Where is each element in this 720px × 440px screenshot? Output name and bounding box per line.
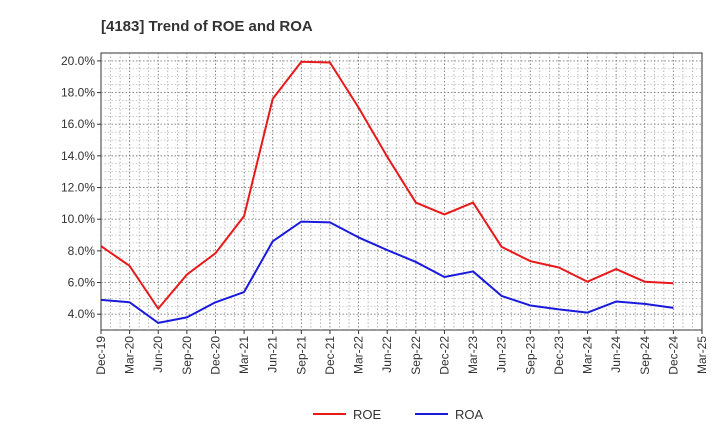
x-tick-label: Dec-19 — [94, 336, 108, 375]
x-tick-label: Dec-21 — [323, 336, 337, 375]
x-tick-label: Dec-24 — [666, 336, 680, 375]
series-line-roe — [100, 60, 674, 310]
legend: ROE ROA — [313, 407, 484, 422]
x-tick-label: Mar-22 — [352, 336, 366, 374]
x-tick-label: Jun-22 — [380, 336, 394, 373]
x-tick-label: Sep-23 — [523, 336, 537, 375]
legend-label-roe: ROE — [353, 407, 382, 422]
horizontal-gridlines — [101, 60, 702, 315]
x-tick-label: Mar-21 — [237, 336, 251, 374]
y-tick-label: 18.0% — [61, 86, 95, 100]
y-tick-label: 4.0% — [68, 307, 96, 321]
x-tick-label: Mar-24 — [581, 336, 595, 374]
x-tick-label: Jun-24 — [609, 336, 623, 373]
vertical-gridlines — [110, 53, 693, 330]
y-axis: 4.0% 6.0% 8.0% 10.0% 12.0% 14.0% 16.0% 18.0% 20.… — [61, 54, 101, 321]
x-tick-label: Jun-23 — [495, 336, 509, 373]
chart-title: [4183] Trend of ROE and ROA — [101, 18, 313, 35]
y-tick-label: 16.0% — [61, 117, 95, 131]
x-axis: Dec-19 Mar-20 Jun-20 Sep-20 Dec-20 Mar-21 Jun-… — [94, 330, 709, 375]
y-tick-label: 12.0% — [61, 181, 95, 195]
x-tick-label: Sep-21 — [294, 336, 308, 375]
y-tick-label: 10.0% — [61, 212, 95, 226]
plot-area — [100, 52, 703, 331]
x-tick-label: Sep-20 — [180, 336, 194, 375]
y-tick-label: 6.0% — [68, 276, 96, 290]
x-tick-label: Dec-22 — [437, 336, 451, 375]
x-tick-label: Sep-24 — [638, 336, 652, 375]
x-tick-label: Jun-21 — [266, 336, 280, 373]
y-tick-label: 8.0% — [68, 244, 96, 258]
x-tick-label: Dec-23 — [552, 336, 566, 375]
y-tick-label: 20.0% — [61, 54, 95, 68]
x-tick-label: Mar-20 — [123, 336, 137, 374]
series-lines — [100, 60, 674, 324]
x-tick-label: Mar-23 — [466, 336, 480, 374]
x-tick-label: Mar-25 — [695, 336, 709, 374]
x-tick-label: Sep-22 — [409, 336, 423, 375]
y-tick-label: 14.0% — [61, 149, 95, 163]
series-line-roa — [100, 220, 674, 324]
x-tick-label: Jun-20 — [151, 336, 165, 373]
x-tick-label: Dec-20 — [208, 336, 222, 375]
legend-label-roa: ROA — [455, 407, 484, 422]
